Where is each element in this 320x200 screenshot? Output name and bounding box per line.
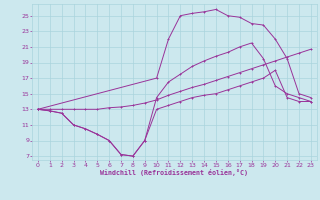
X-axis label: Windchill (Refroidissement éolien,°C): Windchill (Refroidissement éolien,°C): [100, 169, 248, 176]
